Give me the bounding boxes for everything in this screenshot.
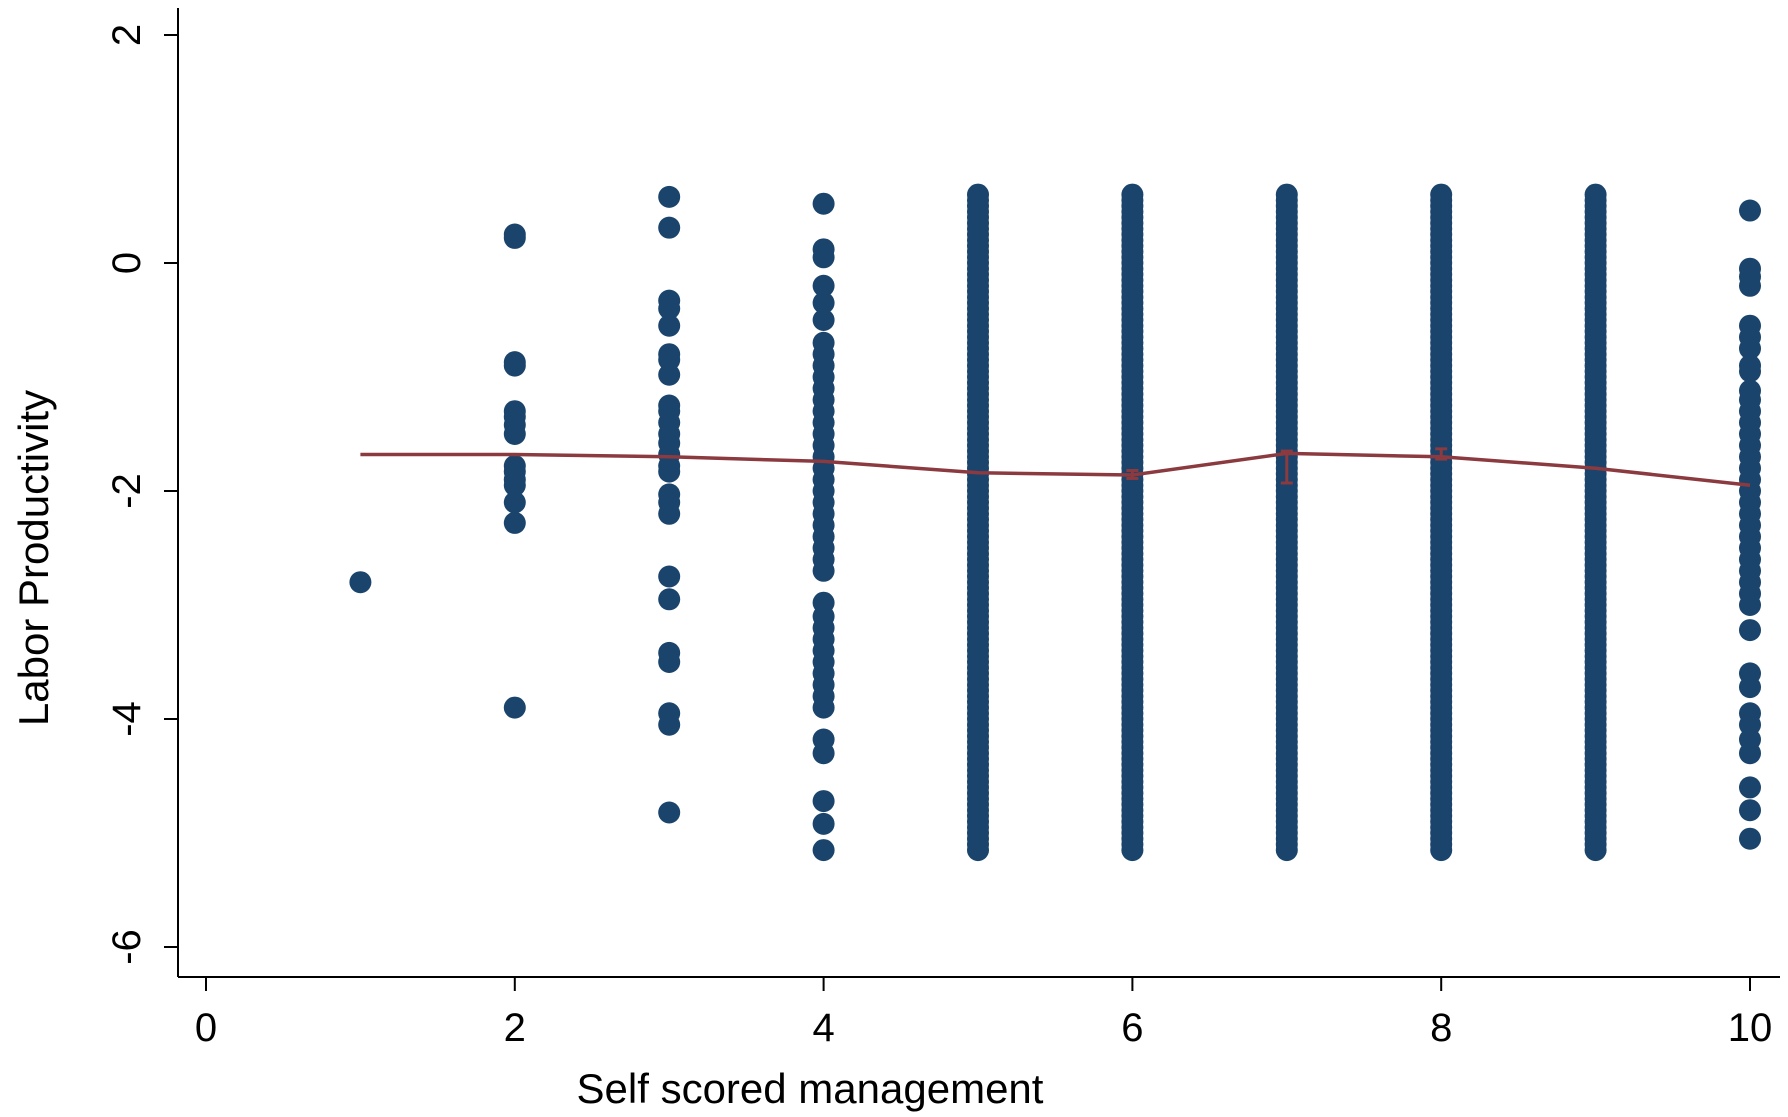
scatter-point: [1430, 183, 1453, 206]
scatter-point: [1584, 183, 1607, 206]
scatter-point: [658, 565, 681, 588]
scatter-point: [812, 839, 835, 862]
scatter-point: [1121, 183, 1144, 206]
scatter-point: [1739, 799, 1761, 822]
scatter-point: [812, 309, 835, 331]
x-tick-label: 6: [1121, 1006, 1143, 1050]
fit-line: [360, 451, 1751, 488]
scatter-point: [1739, 827, 1761, 850]
scatter-point: [1739, 594, 1761, 616]
y-axis-title: Labor Productivity: [10, 390, 57, 726]
scatter-point: [658, 651, 681, 673]
scatter-point: [1275, 183, 1298, 206]
scatter-point: [812, 790, 835, 813]
y-tick-label: 0: [105, 252, 149, 274]
scatter-point: [967, 183, 989, 206]
x-tick-label: 4: [812, 1006, 834, 1050]
fit-line-group: [360, 447, 1751, 488]
scatter-point: [1739, 360, 1761, 383]
y-tick-label: 2: [105, 24, 149, 46]
scatter-point: [658, 588, 681, 611]
scatter-point: [812, 192, 835, 215]
scatter-point: [503, 491, 526, 514]
scatter-point: [812, 246, 835, 269]
scatter-point: [812, 696, 835, 719]
scatter-point: [658, 363, 681, 386]
scatter-point: [1739, 274, 1761, 297]
scatter-point: [658, 216, 681, 239]
scatter-point: [503, 423, 526, 445]
scatter-point: [1739, 337, 1761, 360]
scatter-point: [503, 511, 526, 534]
y-tick-label: -6: [105, 929, 149, 965]
scatter-point: [658, 713, 681, 736]
scatter-point: [658, 460, 681, 483]
scatter-point: [658, 297, 681, 320]
scatter-point: [1739, 619, 1761, 642]
x-tick-label: 10: [1728, 1006, 1773, 1050]
scatter-point: [503, 226, 526, 249]
scatter-point: [1739, 676, 1761, 699]
y-tick-label: -4: [105, 701, 149, 737]
x-tick-label: 2: [504, 1006, 526, 1050]
scatter-point: [658, 801, 681, 824]
scatter-points: [349, 183, 1761, 862]
scatter-point: [1739, 742, 1761, 765]
scatter-point: [503, 354, 526, 377]
x-tick-label: 0: [195, 1006, 217, 1050]
scatter-point: [812, 742, 835, 765]
scatter-point: [503, 474, 526, 497]
scatter-point: [812, 812, 835, 835]
scatter-point: [1739, 199, 1761, 222]
x-tick-label: 8: [1430, 1006, 1452, 1050]
scatter-point: [349, 571, 372, 594]
scatter-point: [503, 696, 526, 719]
scatter-point: [658, 185, 681, 208]
x-axis-title: Self scored management: [577, 1065, 1044, 1112]
scatter-point: [1739, 776, 1761, 799]
x-ticks: 0 2 4 6 8 10: [195, 977, 1772, 1050]
scatter-point: [812, 291, 835, 314]
scatter-point: [658, 314, 681, 337]
y-tick-label: -2: [105, 473, 149, 509]
y-ticks: -6 -4 -2 0 2: [105, 24, 178, 965]
scatter-point: [812, 559, 835, 582]
scatter-point: [658, 502, 681, 525]
scatter-point: [812, 274, 835, 297]
axes: [177, 8, 1780, 978]
